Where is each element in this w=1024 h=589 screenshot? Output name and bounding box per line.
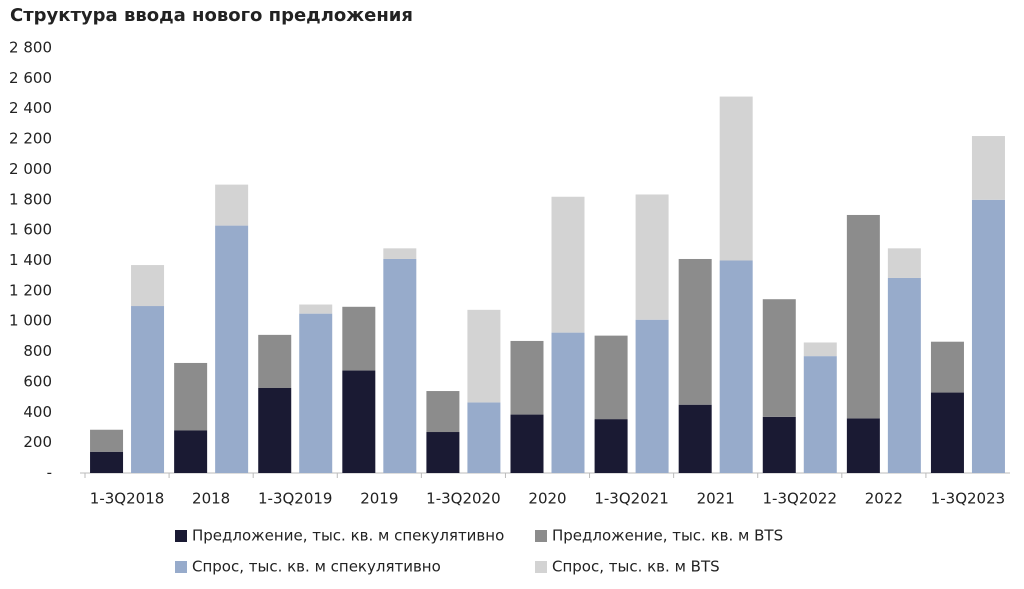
bar-segment bbox=[131, 265, 165, 307]
bar-segment bbox=[383, 258, 417, 473]
x-tick-label: 1-3Q2023 bbox=[931, 490, 1005, 508]
bar-segment bbox=[383, 248, 417, 259]
bar-segment bbox=[258, 388, 292, 473]
bar-segment bbox=[846, 418, 880, 473]
x-tick-label: 1-3Q2021 bbox=[594, 490, 668, 508]
bar-segment bbox=[930, 392, 964, 473]
x-tick-label: 2020 bbox=[528, 490, 566, 508]
bar-segment bbox=[887, 277, 921, 473]
legend-label: Предложение, тыс. кв. м BTS bbox=[552, 527, 783, 545]
bar-segment bbox=[174, 362, 208, 431]
bar-segment bbox=[887, 248, 921, 278]
y-tick-label: 2 000 bbox=[9, 160, 52, 178]
bar-segment bbox=[90, 429, 124, 452]
y-tick-label: 1 400 bbox=[9, 251, 52, 269]
bar-segment bbox=[635, 319, 669, 473]
bar-segment bbox=[678, 258, 712, 405]
y-tick-label: 1 000 bbox=[9, 312, 52, 330]
x-tick-label: 2019 bbox=[360, 490, 398, 508]
bar-segment bbox=[803, 356, 837, 473]
bar-segment bbox=[762, 299, 796, 417]
bar-segment bbox=[971, 136, 1005, 200]
bar-segment bbox=[594, 419, 628, 473]
bar-segment bbox=[426, 391, 460, 433]
y-tick-label: 1 600 bbox=[9, 221, 52, 239]
y-tick-label: 2 600 bbox=[9, 69, 52, 87]
bar-segment bbox=[258, 334, 292, 388]
x-tick-label: 1-3Q2018 bbox=[90, 490, 164, 508]
y-tick-label: 2 800 bbox=[9, 39, 52, 57]
legend-label: Предложение, тыс. кв. м спекулятивно bbox=[192, 527, 504, 545]
legend-swatch bbox=[175, 561, 187, 573]
legend-label: Спрос, тыс. кв. м спекулятивно bbox=[192, 558, 441, 576]
bar-segment bbox=[426, 432, 460, 473]
bar-segment bbox=[719, 260, 753, 473]
bar-segment bbox=[510, 340, 544, 415]
bar-segment bbox=[299, 304, 333, 314]
y-tick-label: 1 200 bbox=[9, 281, 52, 299]
bar-segment bbox=[803, 342, 837, 357]
legend-swatch bbox=[175, 530, 187, 542]
bar-segment bbox=[215, 184, 249, 226]
bar-segment bbox=[594, 335, 628, 420]
y-tick-label: 600 bbox=[23, 372, 52, 390]
y-tick-label: 200 bbox=[23, 433, 52, 451]
bar-segment bbox=[635, 194, 669, 320]
bar-segment bbox=[90, 451, 124, 473]
bar-segment bbox=[510, 414, 544, 473]
bar-segment bbox=[467, 402, 501, 473]
bar-segment bbox=[762, 416, 796, 473]
bar-segment bbox=[215, 225, 249, 473]
x-tick-label: 1-3Q2020 bbox=[426, 490, 500, 508]
y-tick-label: 1 800 bbox=[9, 190, 52, 208]
x-tick-label: 1-3Q2019 bbox=[258, 490, 332, 508]
x-tick-label: 2021 bbox=[697, 490, 735, 508]
x-tick-label: 2018 bbox=[192, 490, 230, 508]
bar-segment bbox=[342, 306, 376, 371]
bar-segment bbox=[971, 199, 1005, 474]
bar-segment bbox=[467, 309, 501, 403]
bar-segment bbox=[551, 196, 585, 333]
bar-segment bbox=[930, 341, 964, 393]
legend-label: Спрос, тыс. кв. м BTS bbox=[552, 558, 720, 576]
x-tick-label: 2022 bbox=[865, 490, 903, 508]
y-tick-label: - bbox=[47, 464, 52, 482]
bar-segment bbox=[551, 332, 585, 473]
legend-swatch bbox=[535, 561, 547, 573]
bar-segment bbox=[719, 96, 753, 261]
bar-segment bbox=[174, 430, 208, 473]
chart-title: Структура ввода нового предложения bbox=[10, 5, 413, 26]
y-tick-label: 2 400 bbox=[9, 99, 52, 117]
bar-segment bbox=[342, 370, 376, 473]
bar-segment bbox=[846, 214, 880, 419]
bar-segment bbox=[299, 313, 333, 473]
legend-swatch bbox=[535, 530, 547, 542]
y-tick-label: 400 bbox=[23, 403, 52, 421]
bar-segment bbox=[131, 306, 165, 473]
y-tick-label: 800 bbox=[23, 342, 52, 360]
x-tick-label: 1-3Q2022 bbox=[763, 490, 837, 508]
y-tick-label: 2 200 bbox=[9, 130, 52, 148]
bar-segment bbox=[678, 404, 712, 473]
